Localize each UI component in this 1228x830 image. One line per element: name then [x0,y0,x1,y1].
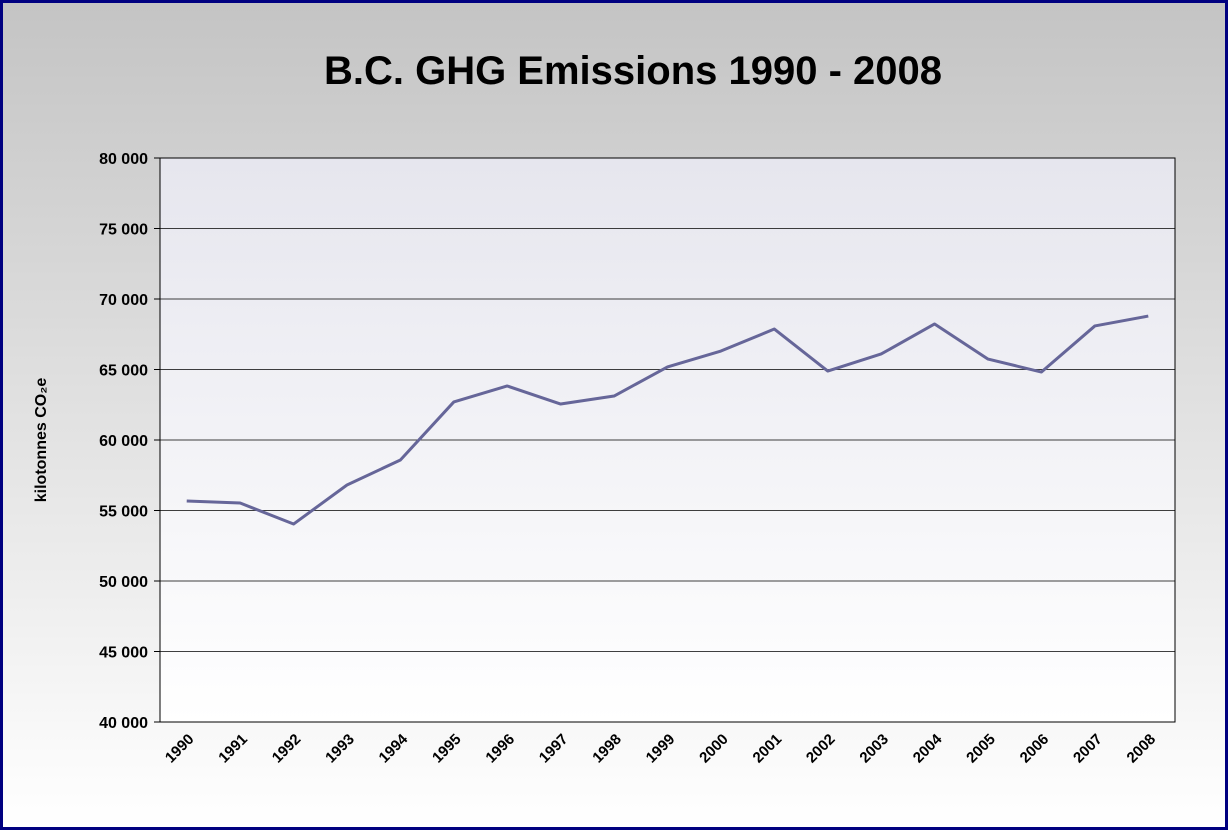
y-tick-label: 70 000 [99,292,148,309]
y-axis-label: kilotonnes CO₂e [33,378,50,503]
chart-title: B.C. GHG Emissions 1990 - 2008 [324,49,942,93]
data-line [186,314,1149,526]
y-tick-label: 55 000 [99,504,148,521]
y-tick-label: 50 000 [99,574,148,591]
y-tick-label: 40 000 [99,715,148,732]
y-tick-label: 75 000 [99,222,148,239]
y-tick-label: 60 000 [99,433,148,450]
y-tick-label: 80 000 [99,151,148,168]
y-tick-label: 65 000 [99,363,148,380]
y-tick-label: 45 000 [99,645,148,662]
